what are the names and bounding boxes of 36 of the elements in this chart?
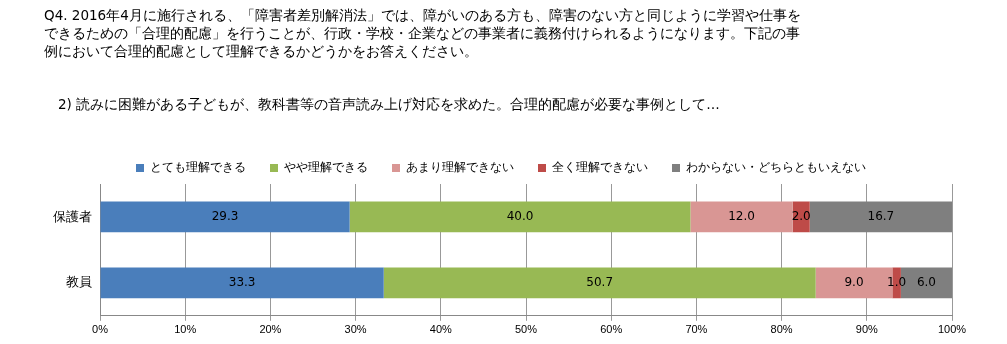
legend-label: わからない・どちらともいえない (686, 160, 866, 175)
bar (349, 201, 691, 233)
x-tick-label: 80% (770, 323, 793, 336)
data-label: 29.3 (211, 209, 239, 224)
data-label: 50.7 (586, 274, 614, 289)
bar (100, 201, 350, 233)
data-label: 9.0 (844, 274, 864, 289)
x-tick-label: 20% (259, 323, 282, 336)
x-tick-label: 90% (855, 323, 879, 336)
x-tick-label: 60% (600, 323, 623, 336)
legend-label: とても理解できる (150, 160, 246, 175)
bar (100, 267, 384, 299)
data-label: 1.0 (887, 274, 907, 289)
x-tick-label: 40% (429, 323, 453, 336)
chart-title: Q4. 2016年4月に施行される、「障害者差別解消法」では、障がいのある方も、障害のない方と同じように学習や仕事をできるための「合理的配慮」を行うことが、行政・学校・企業などの事業者に義務付けられるようになります。下記の事例において合理的配慮として理解できるかどうかをお答えください。 (44, 6, 802, 60)
legend-label: やや理解できる (284, 160, 368, 175)
bar (383, 267, 816, 299)
data-label: 6.0 (916, 274, 936, 289)
x-tick-label: 70% (685, 323, 708, 336)
data-label: 12.0 (728, 209, 755, 224)
x-tick-label: 30% (344, 323, 367, 336)
legend-label: あまり理解できない (406, 160, 514, 175)
legend-label: 全く理解できない (552, 160, 648, 175)
chart-subtitle: 2) 読みに困難がある子どもが、教科書等の音声読み上げ対応を求めた。合理的配慮が必要な事例として… (58, 96, 720, 114)
data-label: 16.7 (867, 209, 895, 224)
x-tick-label: 10% (174, 323, 197, 336)
y-tick-label: 教員 (66, 274, 92, 290)
bar (809, 201, 952, 233)
data-label: 2.0 (791, 209, 811, 224)
x-tick-label: 50% (514, 323, 538, 336)
y-tick-label: 保護者 (53, 208, 92, 224)
data-label: 40.0 (506, 209, 534, 224)
bar (690, 201, 793, 233)
x-tick-label: 0% (92, 323, 109, 336)
x-tick-label: 100% (937, 323, 967, 336)
data-label: 33.3 (228, 274, 256, 289)
